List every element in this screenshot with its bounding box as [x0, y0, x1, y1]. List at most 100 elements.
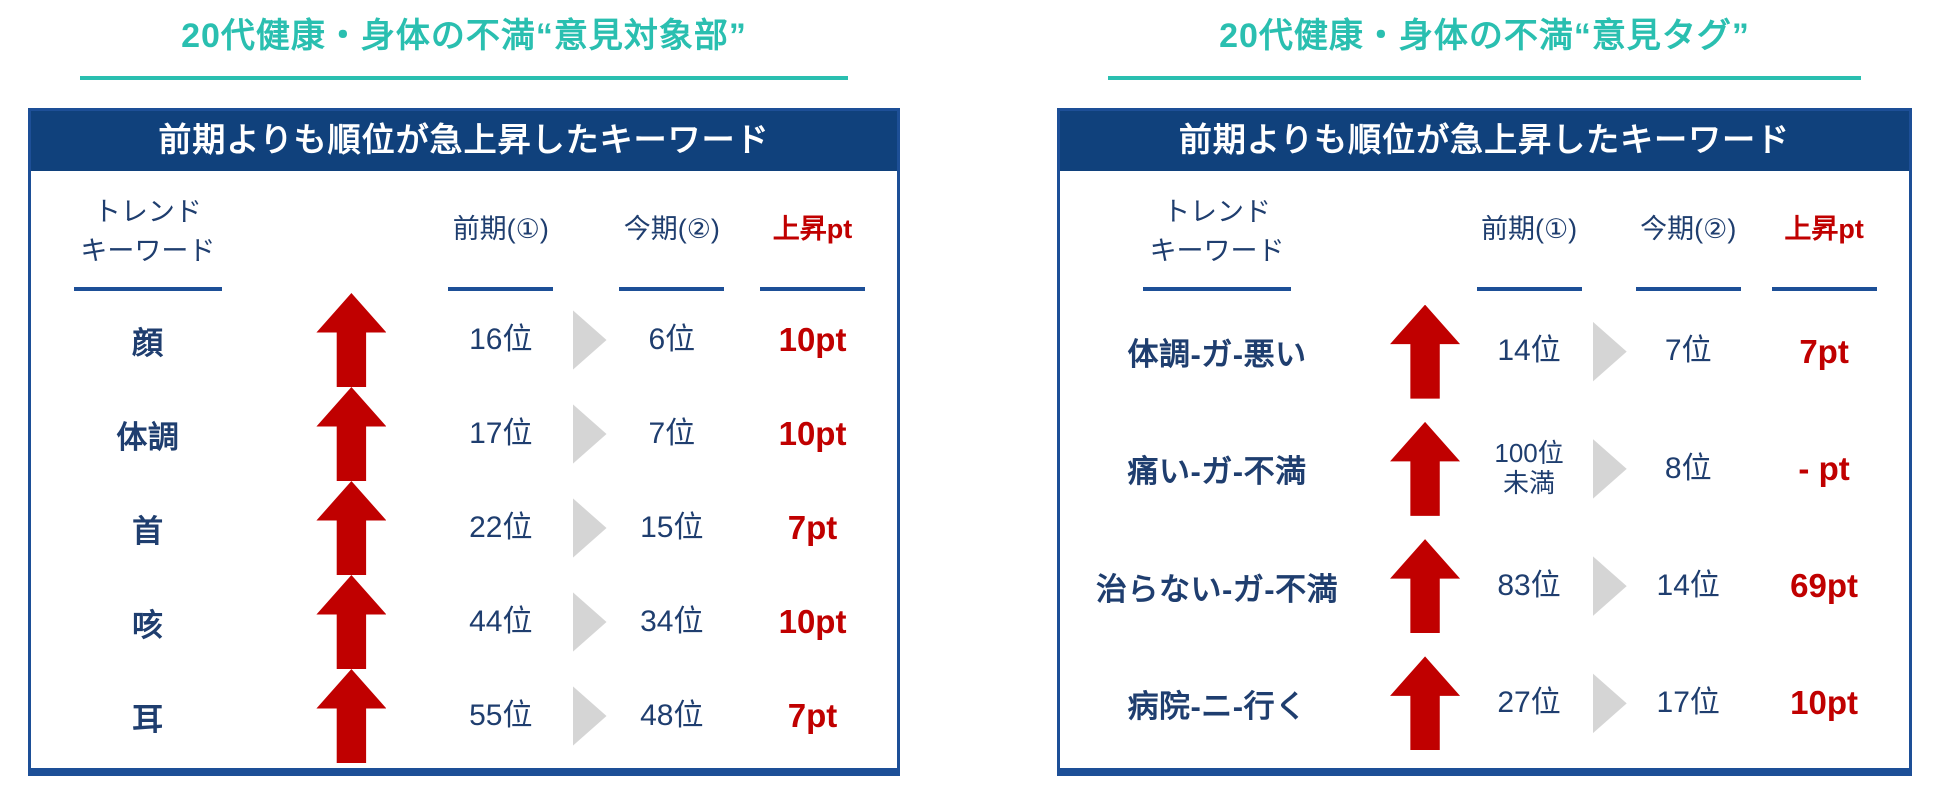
table-row: 体調-ガ-悪い 14位 7位 7pt [1060, 293, 1909, 410]
arrow-cell [265, 669, 438, 763]
table-body: トレンド キーワード 前期(①) 今期(②) 上昇pt [1060, 171, 1909, 768]
table-row: 首 22位 15位 7pt [31, 481, 897, 575]
panel-title: 20代健康・身体の不満“意見対象部” [181, 17, 747, 55]
rank-up-arrow-icon [316, 669, 387, 763]
prev-rank: 27位 [1497, 686, 1561, 720]
chevron-cell [564, 498, 616, 558]
rank-up-arrow-icon [1390, 656, 1461, 751]
arrow-cell [1374, 656, 1476, 751]
column-header-row: トレンド キーワード 前期(①) 今期(②) 上昇pt [31, 175, 897, 293]
prev-rank: 100位 未満 [1494, 437, 1564, 498]
rank-up-arrow-icon [316, 481, 387, 575]
column-header-prev: 前期(①) [438, 175, 564, 293]
right-chevron-icon [572, 404, 607, 464]
now-rank: 7位 [648, 416, 696, 450]
table-row: 病院-ニ-行く 27位 17位 10pt [1060, 645, 1909, 762]
column-header-pt: 上昇pt [1739, 175, 1909, 293]
chevron-cell [564, 592, 616, 652]
now-rank: 14位 [1656, 568, 1720, 602]
header-underline [619, 287, 725, 291]
arrow-cell [265, 481, 438, 575]
now-rank: 34位 [640, 604, 704, 638]
column-header-row: トレンド キーワード 前期(①) 今期(②) 上昇pt [1060, 175, 1909, 293]
column-header-keyword: トレンド キーワード [1060, 175, 1374, 293]
trend-keyword: 体調-ガ-悪い [1127, 337, 1307, 373]
rise-pt: 10pt [778, 415, 847, 452]
header-underline [1771, 287, 1877, 291]
table-body: トレンド キーワード 前期(①) 今期(②) 上昇pt [31, 171, 897, 769]
panel-opinion-target: 20代健康・身体の不満“意見対象部” 前期よりも順位が急上昇したキーワード トレ… [28, 10, 900, 776]
rise-pt: 10pt [778, 603, 847, 640]
chevron-cell [564, 404, 616, 464]
table-row: 治らない-ガ-不満 83位 14位 69pt [1060, 528, 1909, 645]
arrow-cell [1374, 304, 1476, 399]
arrow-cell [1374, 539, 1476, 634]
rise-pt: 7pt [1799, 332, 1849, 370]
chevron-cell [1582, 673, 1637, 734]
rank-up-arrow-icon [1390, 304, 1461, 399]
rank-up-arrow-icon [1390, 539, 1461, 634]
right-chevron-icon [572, 498, 607, 558]
right-chevron-icon [572, 310, 607, 370]
prev-rank: 17位 [469, 416, 533, 450]
rank-up-arrow-icon [316, 575, 387, 669]
prev-rank: 14位 [1497, 334, 1561, 368]
rank-up-arrow-icon [1390, 421, 1461, 516]
prev-rank: 16位 [469, 322, 533, 356]
table-row: 痛い-ガ-不満 100位 未満 8位 - pt [1060, 410, 1909, 527]
rise-pt: 10pt [778, 321, 847, 358]
column-header-prev: 前期(①) [1476, 175, 1582, 293]
right-chevron-icon [572, 686, 607, 746]
right-chevron-icon [1592, 673, 1627, 734]
header-underline [1143, 287, 1292, 291]
table-banner: 前期よりも順位が急上昇したキーワード [1060, 111, 1909, 171]
prev-rank: 44位 [469, 604, 533, 638]
now-rank: 6位 [648, 322, 696, 356]
trend-keyword: 病院-ニ-行く [1127, 688, 1307, 724]
title-underline [80, 76, 848, 80]
title-underline [1108, 76, 1861, 80]
trend-keyword: 体調 [116, 419, 180, 455]
table-banner: 前期よりも順位が急上昇したキーワード [31, 111, 897, 171]
header-underline [73, 287, 222, 291]
now-rank: 7位 [1664, 334, 1712, 368]
table-row: 咳 44位 34位 10pt [31, 575, 897, 669]
trend-keyword: 顔 [132, 325, 164, 361]
right-chevron-icon [1592, 321, 1627, 382]
header-underline [1476, 287, 1582, 291]
table-rows: 体調-ガ-悪い 14位 7位 7pt 痛い-ガ-不満 100位 未満 8位 - … [1060, 293, 1909, 762]
trend-keyword: 咳 [132, 607, 164, 643]
column-header-spacer [1374, 175, 1476, 293]
header-underline [760, 287, 866, 291]
chevron-cell [1582, 556, 1637, 617]
column-header-spacer [1582, 175, 1637, 293]
arrow-cell [265, 293, 438, 387]
header-underline [1635, 287, 1741, 291]
rise-pt: 69pt [1790, 567, 1858, 605]
right-chevron-icon [1592, 438, 1627, 499]
rise-pt: 10pt [1790, 684, 1858, 722]
rise-pt: - pt [1798, 449, 1850, 487]
table-row: 耳 55位 48位 7pt [31, 669, 897, 763]
prev-rank: 83位 [1497, 568, 1561, 602]
panel-opinion-tag: 20代健康・身体の不満“意見タグ” 前期よりも順位が急上昇したキーワード トレン… [1057, 10, 1912, 776]
arrow-cell [1374, 421, 1476, 516]
column-header-now: 今期(②) [616, 175, 729, 293]
right-chevron-icon [572, 592, 607, 652]
arrow-cell [265, 387, 438, 481]
chevron-cell [1582, 438, 1637, 499]
header-underline [448, 287, 554, 291]
rise-pt: 7pt [787, 509, 838, 546]
right-chevron-icon [1592, 556, 1627, 617]
column-header-keyword: トレンド キーワード [31, 175, 265, 293]
table-rows: 顔 16位 6位 10pt 体調 17位 7位 10pt [31, 293, 897, 763]
now-rank: 15位 [640, 510, 704, 544]
table-row: 体調 17位 7位 10pt [31, 387, 897, 481]
column-header-now: 今期(②) [1635, 175, 1741, 293]
keyword-table: 前期よりも順位が急上昇したキーワード トレンド キーワード 前期(①) 今期(②… [1057, 108, 1912, 776]
chevron-cell [564, 310, 616, 370]
prev-rank: 55位 [469, 698, 533, 732]
panel-title: 20代健康・身体の不満“意見タグ” [1219, 17, 1750, 55]
rank-up-arrow-icon [316, 387, 387, 481]
